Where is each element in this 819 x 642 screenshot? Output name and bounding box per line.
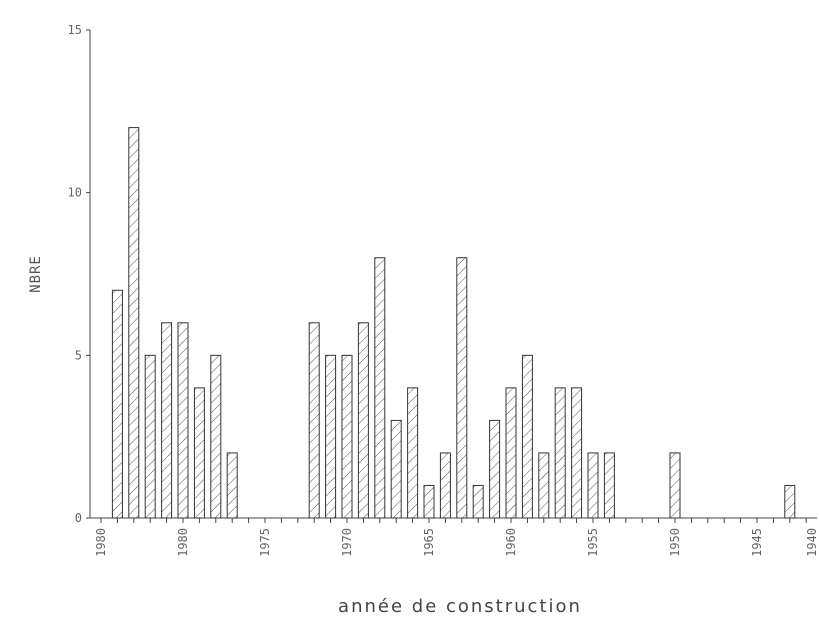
x-tick-label: 1955 bbox=[586, 528, 600, 557]
bar-1981 bbox=[128, 127, 140, 519]
x-axis-label: année de construction bbox=[338, 596, 582, 617]
bar-1958 bbox=[505, 387, 517, 519]
bar-1980 bbox=[144, 354, 156, 519]
bar-1979 bbox=[161, 322, 173, 519]
bar-1959 bbox=[489, 419, 501, 519]
bar-1960 bbox=[472, 484, 484, 519]
bar-1965 bbox=[390, 419, 402, 519]
x-tick-label: 1975 bbox=[258, 528, 272, 557]
x-tick-label: 1970 bbox=[340, 528, 354, 557]
bar-1953 bbox=[587, 452, 599, 519]
y-ticks: 0 5 10 15 bbox=[68, 23, 90, 525]
bar-1954 bbox=[571, 387, 583, 519]
bar-1966 bbox=[374, 257, 386, 519]
bar-1964 bbox=[407, 387, 419, 519]
bar-1963 bbox=[423, 484, 435, 519]
y-tick-label: 10 bbox=[68, 186, 82, 200]
y-tick-label: 0 bbox=[75, 511, 82, 525]
bar-1977 bbox=[193, 387, 205, 519]
bar-1962 bbox=[439, 452, 451, 519]
x-tick-label: 1960 bbox=[504, 528, 518, 557]
bar-1970 bbox=[308, 322, 320, 519]
bar-1956 bbox=[538, 452, 550, 519]
bars bbox=[111, 127, 796, 519]
y-tick-label: 15 bbox=[68, 23, 82, 37]
bar-1948 bbox=[669, 452, 681, 519]
bar-1941 bbox=[784, 484, 796, 519]
bar-1961 bbox=[456, 257, 468, 519]
y-axis-label: NBRE bbox=[28, 255, 44, 293]
bar-1955 bbox=[554, 387, 566, 519]
x-tick-label: 1945 bbox=[750, 528, 764, 557]
x-tick-label: 1940 bbox=[805, 528, 819, 557]
bar-1967 bbox=[357, 322, 369, 519]
bar-1975 bbox=[226, 452, 238, 519]
y-tick-label: 5 bbox=[75, 348, 82, 362]
bar-1952 bbox=[603, 452, 615, 519]
x-tick-label: 1950 bbox=[668, 528, 682, 557]
x-tick-label: 1980 bbox=[176, 528, 190, 557]
x-tick-label: 1980 bbox=[94, 528, 108, 557]
bar-1978 bbox=[177, 322, 189, 519]
bar-1957 bbox=[521, 354, 533, 519]
bar-1968 bbox=[341, 354, 353, 519]
x-tick-label: 1965 bbox=[422, 528, 436, 557]
bar-1969 bbox=[325, 354, 337, 519]
bar-1976 bbox=[210, 354, 222, 519]
bar-1982 bbox=[111, 289, 123, 519]
x-ticks: 1980 1980 1975 1970 1965 1960 1955 1950 1945 1940 bbox=[94, 518, 819, 557]
